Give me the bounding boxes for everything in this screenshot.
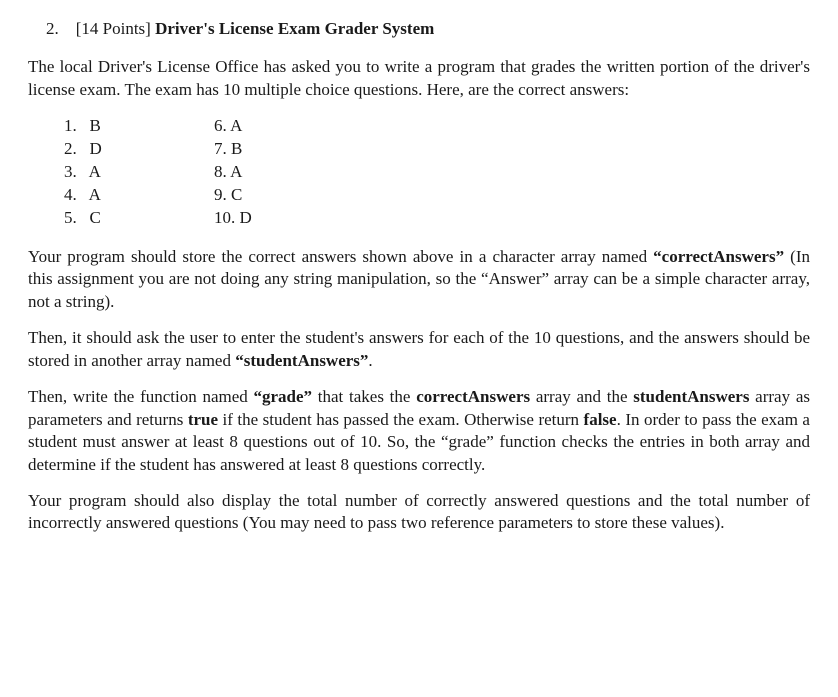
text-run: Then, write the function named — [28, 387, 254, 406]
answer-row: 2. D — [64, 138, 214, 161]
bold-grade: “grade” — [254, 387, 313, 406]
answer-row: 8. A — [214, 161, 252, 184]
question-title: Driver's License Exam Grader System — [155, 19, 434, 38]
answer-row: 7. B — [214, 138, 252, 161]
answer-row: 1. B — [64, 115, 214, 138]
paragraph-grade-function: Then, write the function named “grade” t… — [28, 386, 810, 476]
text-run: that takes the — [312, 387, 416, 406]
paragraph-display-totals: Your program should also display the tot… — [28, 490, 810, 535]
bold-correctanswers2: correctAnswers — [416, 387, 530, 406]
text-run: if the student has passed the exam. Othe… — [218, 410, 584, 429]
question-header: 2. [14 Points] Driver's License Exam Gra… — [28, 18, 810, 40]
bold-true: true — [188, 410, 218, 429]
answers-column-2: 6. A 7. B 8. A 9. C 10. D — [214, 115, 252, 230]
answer-row: 9. C — [214, 184, 252, 207]
intro-paragraph: The local Driver's License Office has as… — [28, 56, 810, 101]
text-run: Then, it should ask the user to enter th… — [28, 328, 810, 369]
answer-row: 3. A — [64, 161, 214, 184]
bold-correctanswers: “correctAnswers” — [653, 247, 784, 266]
bold-false: false — [584, 410, 617, 429]
answer-row: 10. D — [214, 207, 252, 230]
bold-studentanswers: “studentAnswers” — [235, 351, 368, 370]
answer-row: 4. A — [64, 184, 214, 207]
bold-studentanswers2: studentAnswers — [633, 387, 749, 406]
question-points: [14 Points] — [76, 19, 151, 38]
text-run: Your program should store the correct an… — [28, 247, 653, 266]
answers-column-1: 1. B 2. D 3. A 4. A 5. C — [28, 115, 214, 230]
answer-row: 5. C — [64, 207, 214, 230]
answers-block: 1. B 2. D 3. A 4. A 5. C 6. A 7. B 8. A … — [28, 115, 810, 230]
answer-row: 6. A — [214, 115, 252, 138]
paragraph-studentanswers: Then, it should ask the user to enter th… — [28, 327, 810, 372]
question-number: 2. — [46, 19, 59, 38]
paragraph-correctanswers: Your program should store the correct an… — [28, 246, 810, 313]
text-run: array and the — [530, 387, 633, 406]
text-run: . — [368, 351, 372, 370]
